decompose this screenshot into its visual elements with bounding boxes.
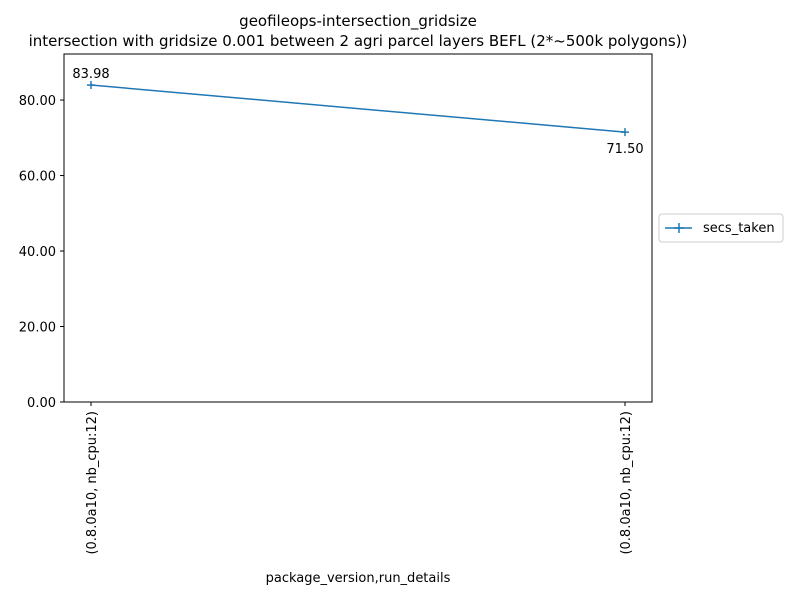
legend-box [658, 213, 784, 243]
x-axis: (0.8.0a10, nb_cpu:12) (0.8.0a10, nb_cpu:1… [85, 402, 634, 555]
data-labels: 83.98 71.50 [72, 67, 643, 157]
chart-subtitle: intersection with gridsize 0.001 between… [29, 32, 688, 50]
x-tick-label: (0.8.0a10, nb_cpu:12) [619, 411, 634, 555]
x-axis-label: package_version,run_details [266, 571, 451, 586]
data-point [87, 81, 95, 90]
y-axis: 0.00 20.00 40.00 60.00 80.00 [19, 94, 64, 411]
y-tick-label: 40.00 [19, 245, 56, 260]
data-point [621, 128, 629, 137]
y-tick-label: 60.00 [19, 170, 56, 185]
y-tick-label: 20.00 [19, 321, 56, 336]
legend-label-secs-taken: secs_taken [703, 221, 775, 236]
chart-title: geofileops-intersection_gridsize [239, 12, 477, 31]
plot-area [63, 53, 653, 403]
x-tick-label: (0.8.0a10, nb_cpu:12) [85, 411, 100, 555]
series-line-secs-taken [90, 84, 626, 133]
y-tick-label: 0.00 [27, 396, 56, 411]
series-layer [87, 81, 629, 137]
legend: secs_taken [658, 213, 784, 243]
data-label: 83.98 [72, 67, 109, 82]
y-tick-label: 80.00 [19, 94, 56, 109]
data-label: 71.50 [606, 142, 643, 157]
